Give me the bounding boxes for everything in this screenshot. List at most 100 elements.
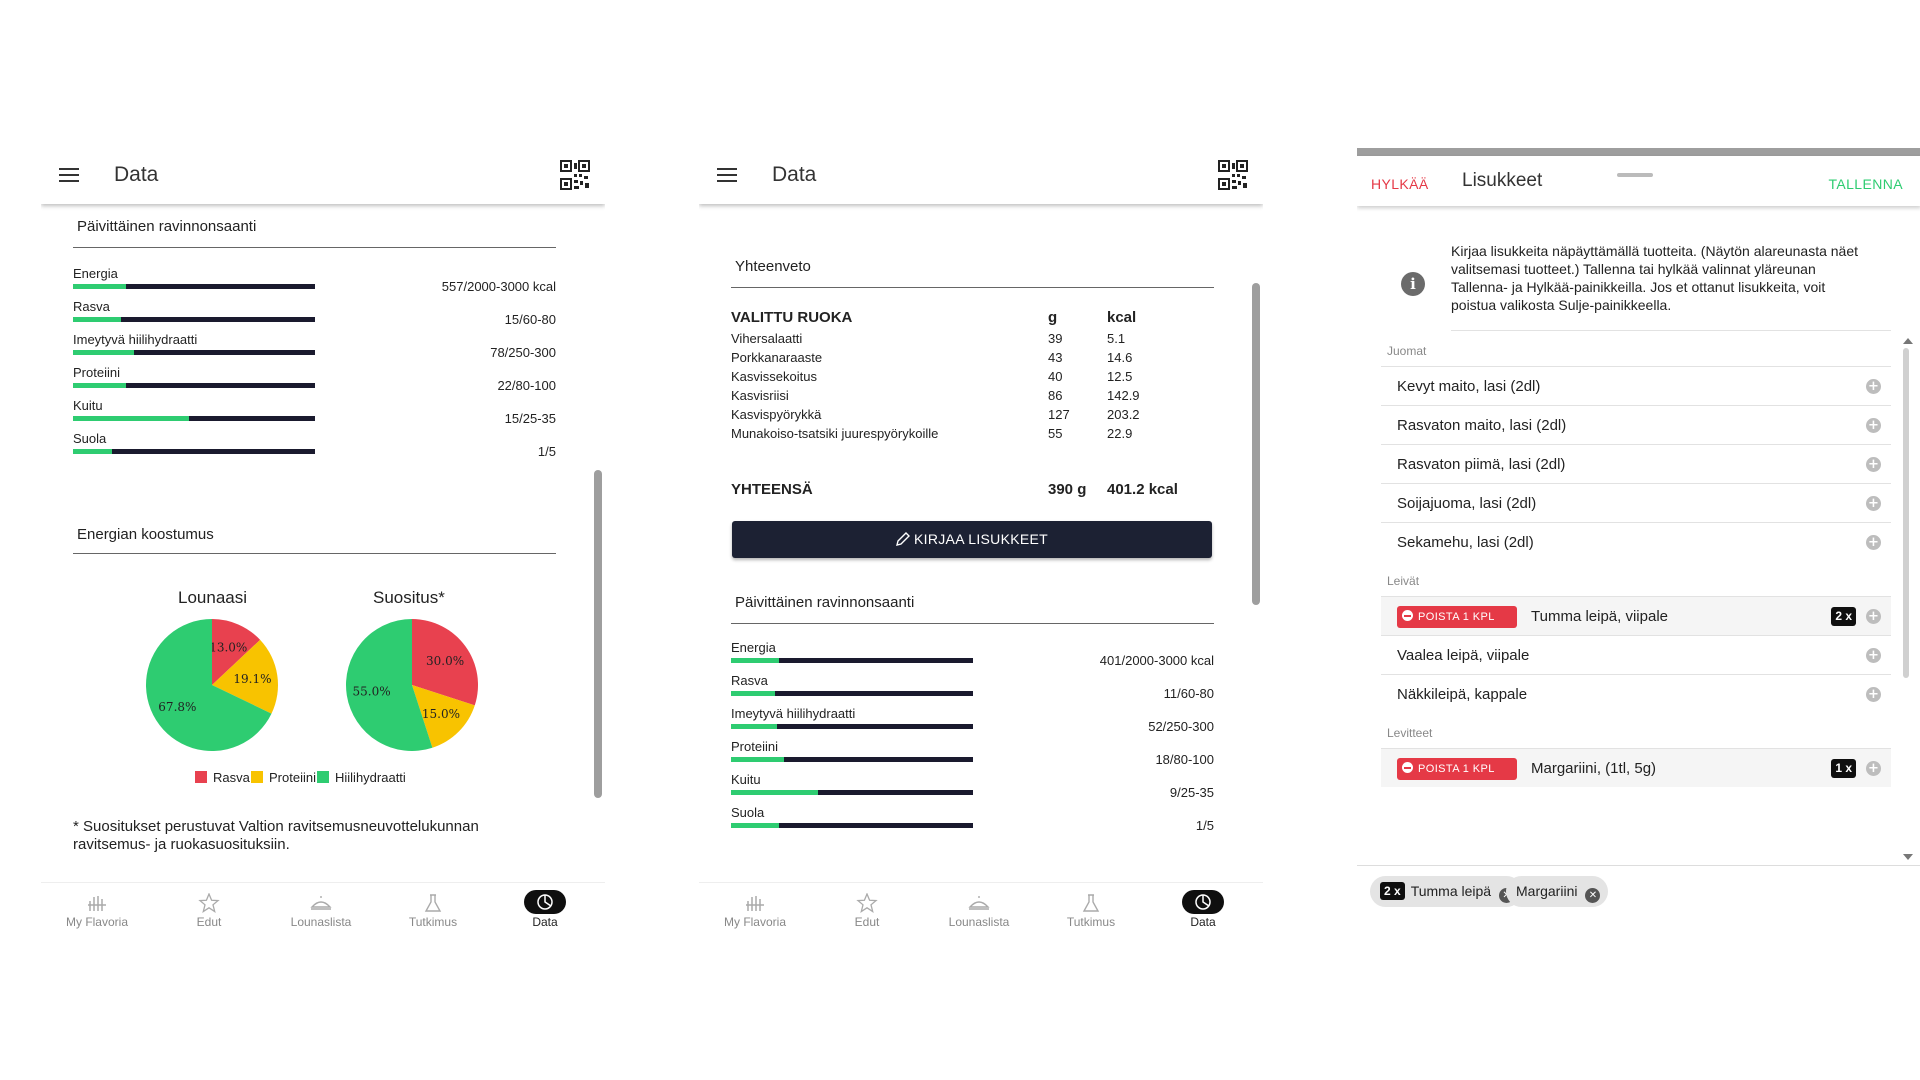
side-dish-name: Sekamehu, lasi (2dl) (1397, 534, 1534, 551)
add-icon[interactable]: + (1866, 609, 1881, 624)
side-dish-item[interactable]: Rasvaton piimä, lasi (2dl) + (1381, 444, 1891, 483)
nav-item-lounaslista[interactable]: Lounaslista (265, 883, 377, 940)
nav-item-my-flavoria[interactable]: My Flavoria (41, 883, 153, 940)
reject-button[interactable]: HYLKÄÄ (1371, 176, 1429, 192)
side-dish-item[interactable]: Soijajuoma, lasi (2dl) + (1381, 483, 1891, 522)
side-dish-name: Soijajuoma, lasi (2dl) (1397, 495, 1537, 512)
nav-item-lounaslista[interactable]: Lounaslista (923, 883, 1035, 940)
qr-code-icon[interactable] (560, 160, 590, 190)
drag-handle[interactable] (1617, 173, 1653, 177)
add-icon[interactable]: + (1866, 535, 1881, 550)
side-dish-item[interactable]: Vaalea leipä, viipale + (1381, 635, 1891, 674)
lunch-chart-title: Lounaasi (178, 588, 248, 607)
dish-icon (309, 893, 333, 913)
nav-item-tutkimus[interactable]: Tutkimus (377, 883, 489, 940)
scroll-up-arrow[interactable] (1903, 338, 1913, 344)
side-dish-name: Vaalea leipä, viipale (1397, 647, 1530, 664)
selected-chip[interactable]: Margariini ✕ (1506, 876, 1609, 907)
nutrient-progress-bar (731, 658, 973, 663)
total-g: 390 g (1048, 481, 1087, 498)
remove-one-button[interactable]: POISTA 1 KPL (1397, 758, 1517, 780)
chip-remove-icon[interactable]: ✕ (1585, 888, 1601, 903)
nutrient-progress-bar (731, 724, 973, 729)
header-kcal: kcal (1107, 309, 1137, 326)
nav-item-tutkimus[interactable]: Tutkimus (1035, 883, 1147, 940)
scrollbar[interactable] (594, 470, 602, 798)
nutrient-progress-bar (73, 449, 315, 454)
pie-slice-label: 55.0% (353, 684, 391, 698)
nutrient-progress-bar (73, 284, 315, 289)
qr-code-icon[interactable] (1218, 160, 1248, 190)
nutrient-label: Kuitu (73, 398, 103, 413)
side-dish-item[interactable]: POISTA 1 KPL Tumma leipä, viipale 2 x + (1381, 596, 1891, 635)
save-button[interactable]: TALLENNA (1828, 176, 1903, 192)
nav-label: My Flavoria (65, 915, 128, 929)
nav-label: Data (532, 915, 558, 929)
log-side-dishes-label: KIRJAA LISUKKEET (914, 531, 1048, 547)
count-badge: 2 x (1831, 607, 1856, 626)
side-dish-item[interactable]: Näkkileipä, kappale + (1381, 674, 1891, 713)
total-kcal: 401.2 kcal (1107, 481, 1178, 498)
bottom-navigation: My Flavoria Edut Lounaslista Tutkimus Data (699, 882, 1263, 940)
nutrient-progress-bar (73, 317, 315, 322)
side-dishes-sheet: HYLKÄÄ Lisukkeet TALLENNA i Kirjaa lisuk… (1357, 148, 1920, 948)
star-icon (855, 892, 879, 913)
summary-row: Kasvissekoitus 40 12.5 (731, 369, 1211, 389)
log-side-dishes-button[interactable]: KIRJAA LISUKKEET (732, 521, 1212, 558)
food-kcal: 203.2 (1107, 407, 1140, 422)
remove-one-button[interactable]: POISTA 1 KPL (1397, 606, 1517, 628)
pie-slice-proteiini (212, 639, 278, 714)
scrollbar[interactable] (1252, 283, 1260, 605)
nav-item-my-flavoria[interactable]: My Flavoria (699, 883, 811, 940)
add-icon[interactable]: + (1866, 648, 1881, 663)
nutrient-progress-fill (73, 383, 127, 388)
data-icon (524, 890, 566, 914)
add-icon[interactable]: + (1866, 457, 1881, 472)
count-badge: 1 x (1831, 759, 1856, 778)
nav-item-data[interactable]: Data (1147, 883, 1259, 940)
legend-swatch (251, 771, 263, 783)
star-icon (197, 892, 221, 913)
food-grams: 127 (1048, 407, 1070, 422)
nutrient-label: Rasva (731, 673, 768, 688)
side-dish-item[interactable]: Rasvaton maito, lasi (2dl) + (1381, 405, 1891, 444)
data-screen-energy: Data Päivittäinen ravinnonsaanti Energia… (41, 148, 605, 940)
nutrient-progress-bar (73, 350, 315, 355)
scroll-down-arrow[interactable] (1903, 854, 1913, 860)
nutrient-progress-bar (731, 757, 973, 762)
pie-slice-label: 30.0% (426, 654, 464, 668)
food-name: Munakoiso-tsatsiki juurespyörykoille (731, 426, 939, 441)
legend-label: Rasva (213, 770, 250, 785)
nav-item-data[interactable]: Data (489, 883, 601, 940)
nutrient-progress-bar (73, 383, 315, 388)
nutrient-label: Rasva (73, 299, 110, 314)
nav-item-edut[interactable]: Edut (153, 883, 265, 940)
nutrient-progress-fill (73, 284, 127, 289)
food-name: Kasvissekoitus (731, 369, 817, 384)
summary-row: Kasvispyörykkä 127 203.2 (731, 407, 1211, 427)
nav-item-edut[interactable]: Edut (811, 883, 923, 940)
menu-icon[interactable] (717, 168, 737, 182)
nutrient-value: 52/250-300 (1148, 719, 1214, 734)
add-icon[interactable]: + (1866, 379, 1881, 394)
add-icon[interactable]: + (1866, 496, 1881, 511)
side-dish-item[interactable]: Sekamehu, lasi (2dl) + (1381, 522, 1891, 561)
minus-icon (1402, 610, 1413, 621)
add-icon[interactable]: + (1866, 687, 1881, 702)
summary-total-row: YHTEENSÄ 390 g 401.2 kcal (731, 481, 1211, 501)
food-grams: 39 (1048, 331, 1063, 346)
scrollbar[interactable] (1903, 348, 1909, 678)
pie-slice-label: 13.0% (209, 640, 247, 654)
pie-slice-label: 67.8% (158, 700, 196, 714)
menu-icon[interactable] (59, 168, 79, 182)
side-dish-item[interactable]: Kevyt maito, lasi (2dl) + (1381, 366, 1891, 405)
nutrient-label: Proteiini (73, 365, 120, 380)
nutrient-value: 22/80-100 (497, 378, 556, 393)
footnote: * Suositukset perustuvat Valtion ravitse… (73, 818, 479, 853)
add-icon[interactable]: + (1866, 761, 1881, 776)
add-icon[interactable]: + (1866, 418, 1881, 433)
sheet-header: HYLKÄÄ Lisukkeet TALLENNA (1357, 156, 1920, 206)
side-dish-item[interactable]: POISTA 1 KPL Margariini, (1tl, 5g) 1 x + (1381, 748, 1891, 787)
summary-title: Yhteenveto (735, 258, 811, 275)
